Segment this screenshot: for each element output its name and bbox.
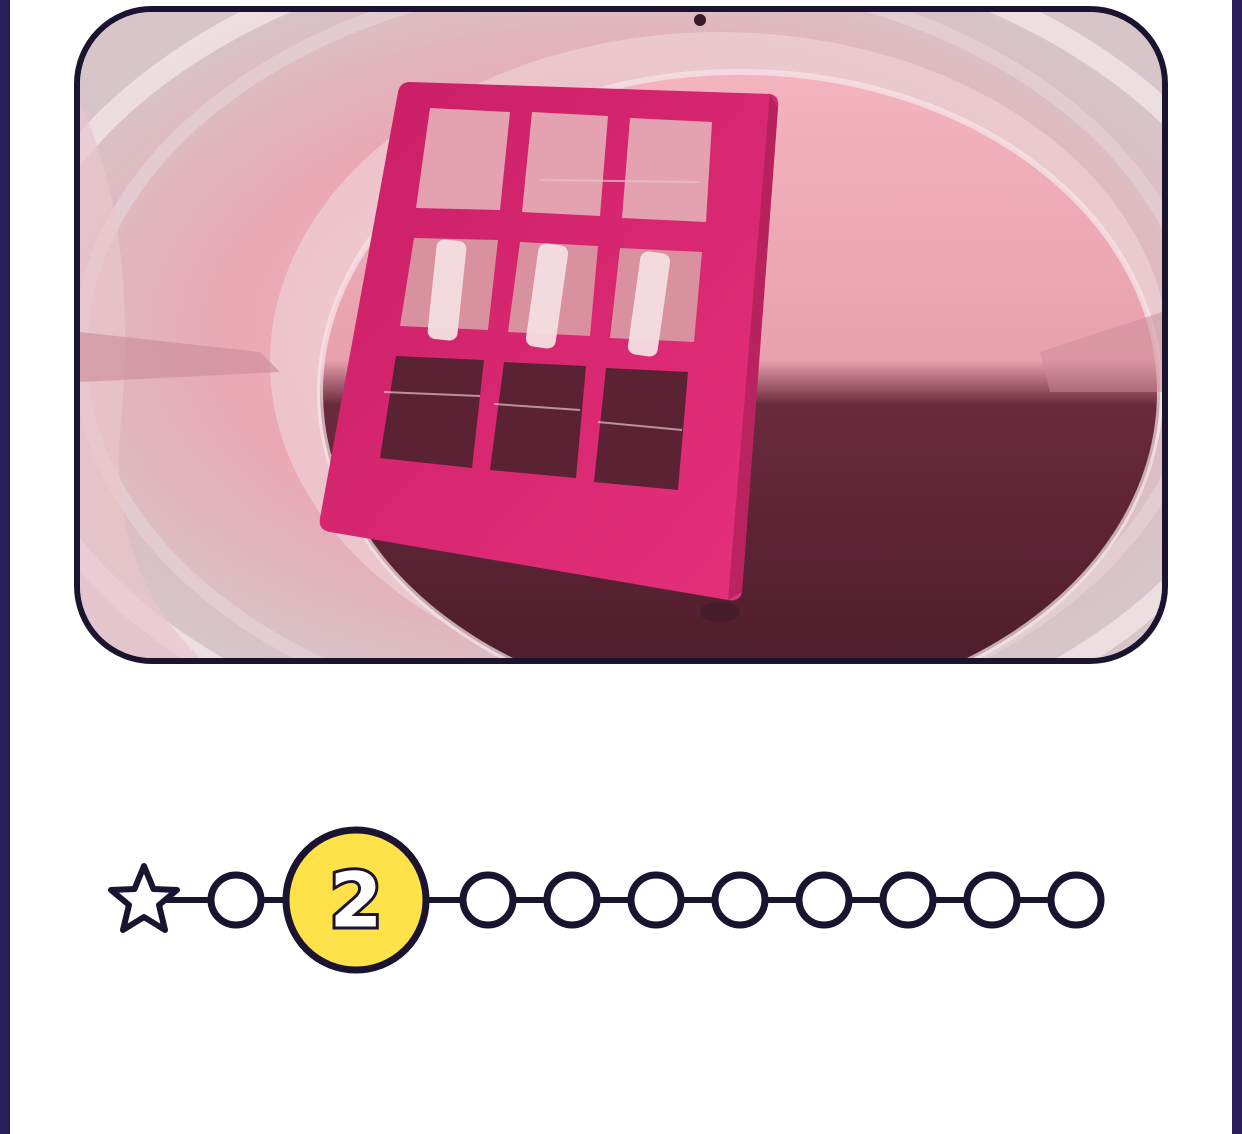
step-dot[interactable] [207, 871, 265, 929]
step-progress: 2 [108, 826, 1105, 974]
step-dot[interactable] [711, 871, 769, 929]
photo-frame [74, 6, 1168, 664]
step-dot[interactable] [795, 871, 853, 929]
current-step-number: 2 [330, 856, 383, 945]
current-step-indicator[interactable]: 2 [282, 826, 430, 974]
step-dot[interactable] [543, 871, 601, 929]
step-dot[interactable] [1047, 871, 1105, 929]
culture-well-image [80, 12, 1162, 658]
step-dot[interactable] [879, 871, 937, 929]
step-dot[interactable] [627, 871, 685, 929]
step-dot[interactable] [963, 871, 1021, 929]
step-dot[interactable] [459, 871, 517, 929]
scaffold [319, 82, 779, 601]
star-icon[interactable] [108, 863, 180, 933]
page: 2 [10, 0, 1232, 1134]
